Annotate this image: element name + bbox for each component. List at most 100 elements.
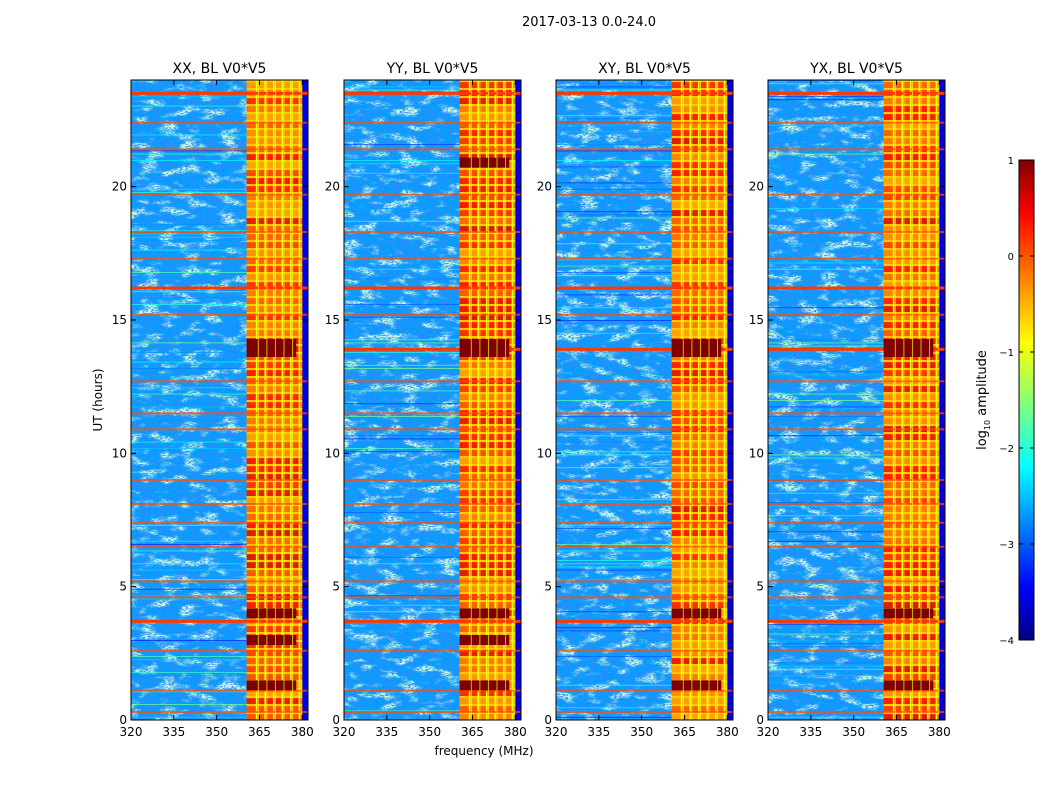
texture-row xyxy=(344,368,460,369)
x-tick-label: 365 xyxy=(673,725,696,739)
texture-row xyxy=(768,307,884,309)
x-tick-label: 365 xyxy=(248,725,271,739)
panel-title: XY, BL V0*V5 xyxy=(598,61,691,77)
rfi-line xyxy=(344,503,521,505)
texture-row xyxy=(768,643,884,645)
x-tick-label: 380 xyxy=(504,725,527,739)
rfi-line xyxy=(131,649,308,652)
texture-row xyxy=(131,406,247,408)
texture-row xyxy=(768,208,884,209)
texture-row xyxy=(344,483,460,485)
strong-rfi xyxy=(246,608,297,619)
texture-row xyxy=(556,185,672,187)
texture-row xyxy=(131,716,247,718)
rfi-cross-band xyxy=(556,91,733,95)
texture-row xyxy=(131,224,247,225)
y-tick-label: 15 xyxy=(325,313,340,327)
texture-row xyxy=(344,678,460,680)
rfi-line xyxy=(344,428,521,431)
texture-row xyxy=(556,275,672,277)
texture-row xyxy=(131,550,247,552)
texture-row xyxy=(556,454,672,456)
channel-gap xyxy=(691,80,693,720)
texture-row xyxy=(768,454,884,456)
x-tick-label: 365 xyxy=(461,725,484,739)
channel-gap xyxy=(903,80,905,720)
strong-rfi xyxy=(246,635,297,645)
texture-row xyxy=(131,544,247,545)
texture-row xyxy=(556,272,672,273)
texture-row xyxy=(768,675,884,677)
x-tick-label: 320 xyxy=(120,725,143,739)
texture-row xyxy=(556,307,672,309)
texture-row xyxy=(556,131,672,133)
channel-gap xyxy=(725,80,727,720)
texture-row xyxy=(344,278,460,280)
texture-row xyxy=(556,400,672,401)
texture-row xyxy=(344,611,460,613)
rfi-line xyxy=(344,580,521,583)
texture-row xyxy=(556,150,672,152)
texture-row xyxy=(556,166,672,168)
colorbar-tick-label: −3 xyxy=(999,540,1014,551)
rfi-line xyxy=(556,689,733,692)
rfi-line xyxy=(344,649,521,652)
rfi-line xyxy=(344,689,521,692)
channel-gap xyxy=(894,80,896,720)
y-tick-label: 20 xyxy=(112,180,127,194)
texture-row xyxy=(556,144,672,145)
channel-stripe xyxy=(706,80,709,720)
texture-row xyxy=(768,473,884,475)
texture-row xyxy=(768,393,884,395)
texture-row xyxy=(131,361,247,363)
texture-row xyxy=(556,524,672,526)
y-tick-label: 20 xyxy=(537,180,552,194)
rfi-line xyxy=(344,412,521,415)
edge-column xyxy=(515,80,521,720)
panel-title: YY, BL V0*V5 xyxy=(386,61,479,77)
texture-row xyxy=(556,566,672,568)
texture-row xyxy=(131,105,247,107)
panel-3: XY, BL V0*V5 320 335 350 365 380 0 5 10 15 20 xyxy=(537,61,739,739)
texture-row xyxy=(556,124,672,126)
rfi-cross-band xyxy=(131,619,308,623)
texture-row xyxy=(131,153,247,155)
texture-row xyxy=(768,502,884,504)
rfi-line xyxy=(556,580,733,583)
rfi-line xyxy=(344,479,521,481)
y-tick-label: 0 xyxy=(756,713,764,727)
heatmap-body xyxy=(768,80,945,720)
y-tick-label: 10 xyxy=(325,446,340,460)
texture-row xyxy=(768,268,884,270)
texture-row xyxy=(344,220,460,222)
rfi-line xyxy=(768,689,945,692)
texture-row xyxy=(768,153,884,155)
texture-row xyxy=(131,595,247,597)
texture-row xyxy=(344,364,460,366)
channel-stripe xyxy=(264,80,266,720)
channel-gap xyxy=(470,80,472,720)
texture-row xyxy=(556,160,672,161)
texture-row xyxy=(556,214,672,216)
rfi-line xyxy=(556,711,733,713)
rfi-cross-band xyxy=(131,91,308,95)
rfi-line xyxy=(556,193,733,196)
panel-title: YX, BL V0*V5 xyxy=(809,61,903,77)
rfi-line xyxy=(556,412,733,415)
rfi-line xyxy=(131,428,308,431)
strong-rfi xyxy=(246,339,297,349)
texture-row xyxy=(556,259,672,261)
texture-row xyxy=(768,604,884,606)
channel-stripe xyxy=(697,80,700,720)
texture-row xyxy=(768,262,884,264)
rfi-cross-band xyxy=(556,347,733,351)
strong-rfi xyxy=(671,339,722,349)
channel-stripe xyxy=(298,80,301,720)
channel-stripe xyxy=(290,80,292,720)
channel-gap xyxy=(274,80,276,720)
texture-row xyxy=(556,569,672,571)
rfi-cross-band xyxy=(768,286,945,290)
rfi-line xyxy=(768,148,945,151)
rfi-line xyxy=(131,313,308,316)
texture-row xyxy=(556,393,672,395)
